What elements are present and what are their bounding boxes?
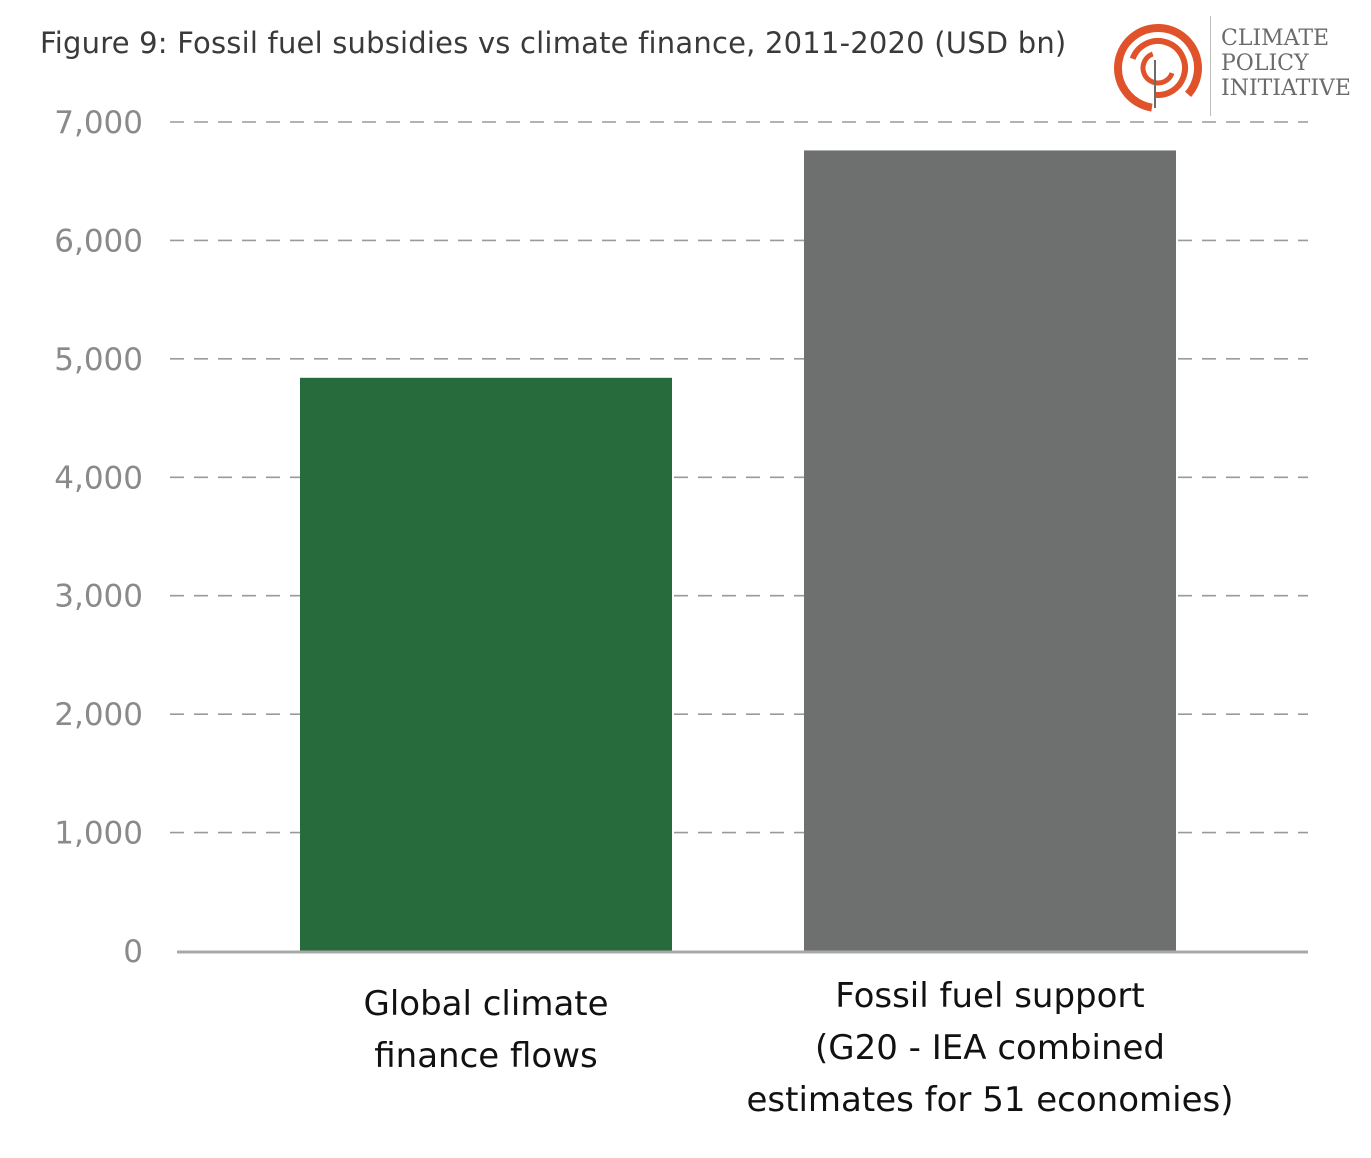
category-label-1-line-2: estimates for 51 economies): [747, 1080, 1234, 1120]
category-label-1-line-1: (G20 - IEA combined: [815, 1028, 1165, 1068]
logo-divider: [1210, 16, 1211, 116]
y-tick-label-1: 1,000: [54, 816, 143, 852]
y-tick-label-4: 4,000: [54, 460, 143, 496]
bar-1: [804, 150, 1176, 951]
category-label-1-line-0: Fossil fuel support: [835, 976, 1145, 1016]
climate-policy-initiative-logo: CLIMATE POLICY INITIATIVE: [1108, 16, 1358, 116]
logo-line-3: INITIATIVE: [1221, 76, 1351, 101]
logo-line-2: POLICY: [1221, 51, 1309, 76]
category-label-0-line-0: Global climate: [363, 984, 608, 1024]
y-tick-label-0: 0: [123, 934, 143, 970]
chart-title: Figure 9: Fossil fuel subsidies vs clima…: [40, 26, 1067, 60]
y-tick-label-3: 3,000: [54, 579, 143, 615]
cpi-logo-icon: [1114, 24, 1202, 112]
category-label-0-line-1: finance flows: [374, 1036, 598, 1076]
y-tick-label-2: 2,000: [54, 697, 143, 733]
logo-wordmark: CLIMATE POLICY INITIATIVE: [1221, 26, 1351, 101]
y-tick-label-6: 6,000: [54, 223, 143, 259]
bar-0: [300, 377, 672, 951]
y-tick-label-5: 5,000: [54, 342, 143, 378]
y-tick-label-7: 7,000: [54, 105, 143, 141]
logo-line-1: CLIMATE: [1221, 26, 1330, 51]
